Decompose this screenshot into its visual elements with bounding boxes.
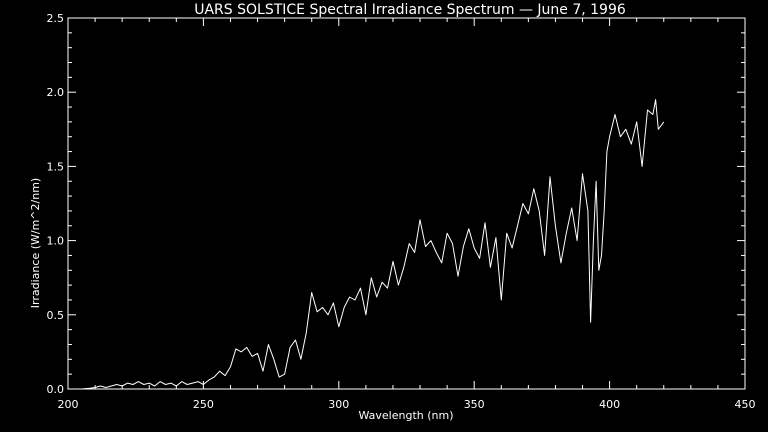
plot-frame xyxy=(67,17,746,390)
y-tick-label: 1.5 xyxy=(47,160,65,173)
spectrum-line xyxy=(81,99,665,390)
x-axis: 200 250 300 350 400 450 xyxy=(58,18,756,411)
y-tick-label: 2.5 xyxy=(47,12,65,25)
y-tick-label: 2.0 xyxy=(47,86,65,99)
x-tick-label: 400 xyxy=(599,398,620,411)
chart-title: UARS SOLSTICE Spectral Irradiance Spectr… xyxy=(194,2,626,18)
x-tick-label: 200 xyxy=(58,398,79,411)
x-tick-label: 450 xyxy=(735,398,756,411)
series-layer xyxy=(81,99,665,390)
y-tick-label: 0.0 xyxy=(47,383,65,396)
x-tick-label: 300 xyxy=(328,398,349,411)
x-tick-label: 350 xyxy=(464,398,485,411)
x-axis-label: Wavelength (nm) xyxy=(358,409,453,422)
y-tick-label: 0.5 xyxy=(47,309,65,322)
y-axis-label: Irradiance (W/m^2/nm) xyxy=(29,178,42,308)
y-axis: 0.0 0.5 1.0 1.5 2.0 2.5 xyxy=(47,12,745,396)
x-tick-label: 250 xyxy=(193,398,214,411)
y-tick-label: 1.0 xyxy=(47,235,65,248)
